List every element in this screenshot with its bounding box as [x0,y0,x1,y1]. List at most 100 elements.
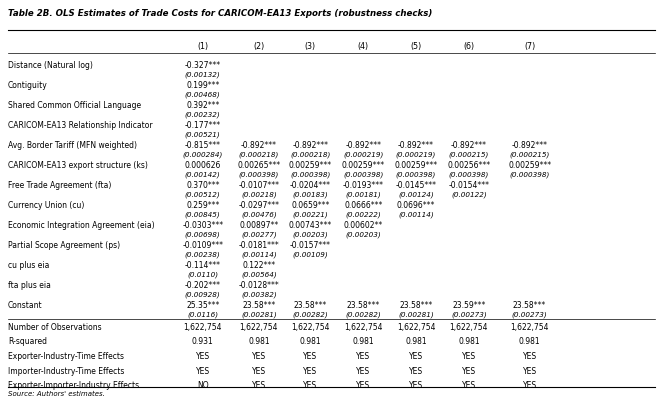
Text: (0.00273): (0.00273) [512,312,548,318]
Text: -0.892***: -0.892*** [398,141,434,150]
Text: (0.000219): (0.000219) [343,152,383,158]
Text: -0.892***: -0.892*** [451,141,487,150]
Text: 0.122***: 0.122*** [242,261,275,270]
Text: 23.59***: 23.59*** [452,301,485,310]
Text: 0.981: 0.981 [248,337,270,347]
Text: (0.00928): (0.00928) [185,292,221,298]
Text: Avg. Border Tariff (MFN weighted): Avg. Border Tariff (MFN weighted) [8,141,137,150]
Text: Free Trade Agreement (fta): Free Trade Agreement (fta) [8,181,111,190]
Text: (7): (7) [524,42,535,51]
Text: -0.0204***: -0.0204*** [290,181,331,190]
Text: YES: YES [409,382,423,390]
Text: Exporter-Importer-Industry Effects: Exporter-Importer-Industry Effects [8,382,139,390]
Text: (0.00277): (0.00277) [241,232,276,238]
Text: 0.00259***: 0.00259*** [394,161,438,170]
Text: (0.000398): (0.000398) [239,172,279,178]
Text: (0.00114): (0.00114) [241,252,276,258]
Text: Table 2B. OLS Estimates of Trade Costs for CARICOM-EA13 Exports (robustness chec: Table 2B. OLS Estimates of Trade Costs f… [8,9,432,18]
Text: 23.58***: 23.58*** [399,301,433,310]
Text: 0.00897**: 0.00897** [239,221,278,230]
Text: 1,622,754: 1,622,754 [344,323,383,332]
Text: Shared Common Official Language: Shared Common Official Language [8,101,141,110]
Text: (6): (6) [463,42,475,51]
Text: 1,622,754: 1,622,754 [239,323,278,332]
Text: -0.0303***: -0.0303*** [182,221,223,230]
Text: 1,622,754: 1,622,754 [511,323,549,332]
Text: YES: YES [461,367,476,376]
Text: -0.0145***: -0.0145*** [396,181,436,190]
Text: (0.00282): (0.00282) [345,312,381,318]
Text: CARICOM-EA13 export structure (ks): CARICOM-EA13 export structure (ks) [8,161,148,170]
Text: -0.327***: -0.327*** [185,61,221,70]
Text: YES: YES [252,382,266,390]
Text: (0.00238): (0.00238) [185,252,221,258]
Text: -0.202***: -0.202*** [185,281,221,290]
Text: -0.0154***: -0.0154*** [448,181,489,190]
Text: 23.58***: 23.58*** [242,301,276,310]
Text: 0.00602**: 0.00602** [343,221,383,230]
Text: 0.259***: 0.259*** [186,201,219,210]
Text: 23.58***: 23.58*** [294,301,327,310]
Text: (0.000218): (0.000218) [290,152,331,158]
Text: (0.00564): (0.00564) [241,272,276,278]
Text: Number of Observations: Number of Observations [8,323,101,332]
Text: Currency Union (cu): Currency Union (cu) [8,201,84,210]
Text: Distance (Natural log): Distance (Natural log) [8,61,93,70]
Text: (0.00222): (0.00222) [345,212,381,218]
Text: YES: YES [522,367,536,376]
Text: YES: YES [303,382,318,390]
Text: 0.00256***: 0.00256*** [448,161,491,170]
Text: -0.0157***: -0.0157*** [290,241,331,250]
Text: YES: YES [252,352,266,361]
Text: YES: YES [252,367,266,376]
Text: (2): (2) [253,42,265,51]
Text: YES: YES [409,352,423,361]
Text: (0.000398): (0.000398) [449,172,489,178]
Text: YES: YES [356,352,370,361]
Text: (0.00181): (0.00181) [345,192,381,198]
Text: Contiguity: Contiguity [8,81,48,90]
Text: 1,622,754: 1,622,754 [184,323,222,332]
Text: (0.00132): (0.00132) [185,72,221,78]
Text: (0.000284): (0.000284) [182,152,223,158]
Text: YES: YES [303,352,318,361]
Text: YES: YES [461,352,476,361]
Text: (0.00124): (0.00124) [398,192,434,198]
Text: -0.0128***: -0.0128*** [239,281,279,290]
Text: 0.981: 0.981 [352,337,374,347]
Text: (0.000398): (0.000398) [396,172,436,178]
Text: 0.981: 0.981 [405,337,427,347]
Text: (0.00114): (0.00114) [398,212,434,218]
Text: (0.00109): (0.00109) [292,252,328,258]
Text: (0.00203): (0.00203) [345,232,381,238]
Text: (0.00476): (0.00476) [241,212,276,218]
Text: 1,622,754: 1,622,754 [291,323,330,332]
Text: (0.0110): (0.0110) [187,272,218,278]
Text: -0.0297***: -0.0297*** [239,201,279,210]
Text: (4): (4) [357,42,369,51]
Text: cu plus eia: cu plus eia [8,261,49,270]
Text: fta plus eia: fta plus eia [8,281,51,290]
Text: (0.00218): (0.00218) [241,192,276,198]
Text: 25.35***: 25.35*** [186,301,219,310]
Text: (0.000398): (0.000398) [509,172,550,178]
Text: (0.00183): (0.00183) [292,192,328,198]
Text: 23.58***: 23.58*** [347,301,380,310]
Text: -0.0109***: -0.0109*** [182,241,223,250]
Text: YES: YES [196,352,210,361]
Text: -0.0107***: -0.0107*** [239,181,279,190]
Text: -0.892***: -0.892*** [345,141,381,150]
Text: (0.00221): (0.00221) [292,212,328,218]
Text: (0.00142): (0.00142) [185,172,221,178]
Text: YES: YES [303,367,318,376]
Text: 0.931: 0.931 [192,337,213,347]
Text: -0.0181***: -0.0181*** [239,241,279,250]
Text: (0.00282): (0.00282) [292,312,328,318]
Text: -0.892***: -0.892*** [292,141,328,150]
Text: 0.199***: 0.199*** [186,81,219,90]
Text: YES: YES [196,367,210,376]
Text: 0.00259***: 0.00259*** [341,161,385,170]
Text: YES: YES [356,367,370,376]
Text: 0.00259***: 0.00259*** [289,161,332,170]
Text: YES: YES [522,352,536,361]
